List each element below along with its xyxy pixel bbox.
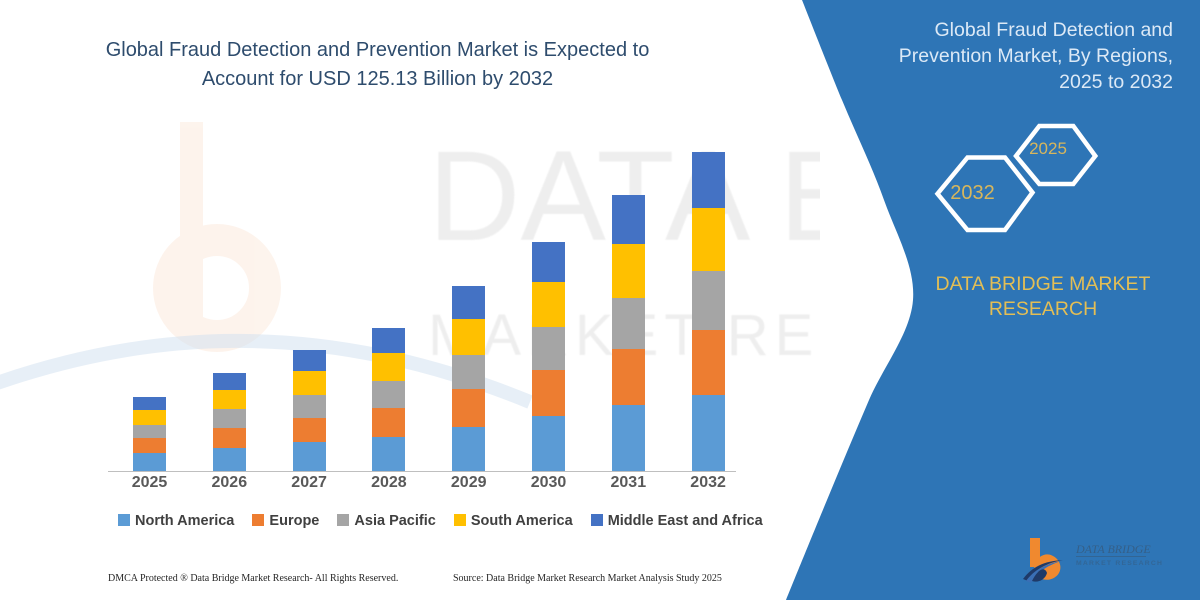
svg-text:MARKET RESEARCH: MARKET RESEARCH [1076,560,1163,567]
svg-text:DATA BRIDGE: DATA BRIDGE [1075,542,1151,556]
